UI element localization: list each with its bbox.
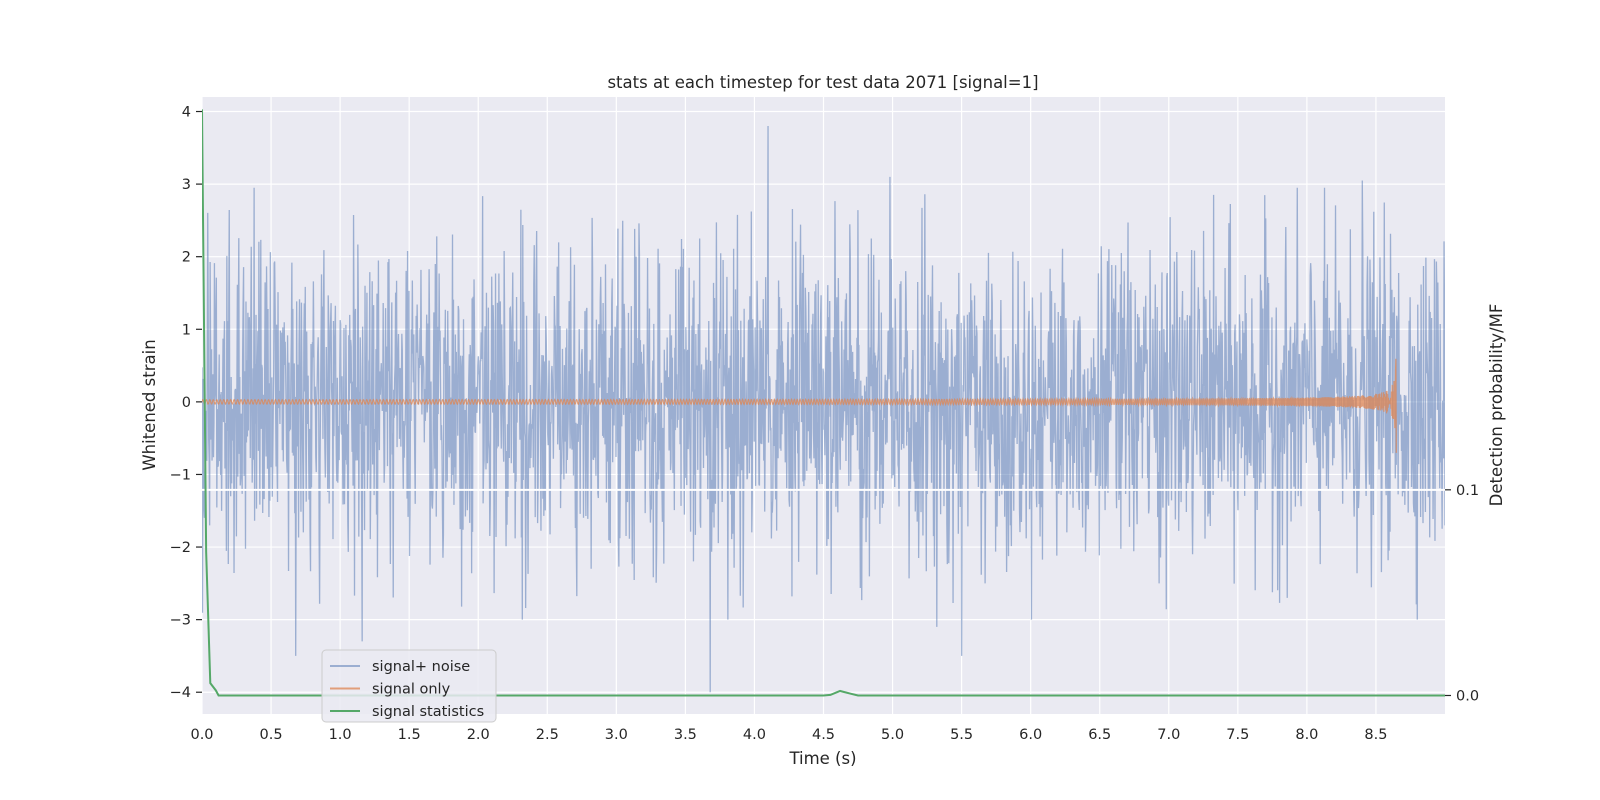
legend-box — [321, 649, 497, 723]
x-tick-label: 3.5 — [674, 727, 697, 743]
x-tick-label: 0.0 — [190, 727, 213, 743]
y-tick-label: 0 — [182, 395, 191, 411]
x-tick-label: 2.5 — [536, 727, 559, 743]
y-tick-label: −2 — [170, 540, 191, 556]
x-tick-label: 0.5 — [260, 727, 283, 743]
y-axis-label: Whitened strain — [140, 339, 159, 470]
plot-area — [202, 109, 1445, 697]
x-tick-label: 8.5 — [1364, 727, 1387, 743]
signal-only-line — [202, 358, 1397, 454]
legend-entry-signal-only: signal only — [330, 682, 451, 698]
x-tick-label: 2.0 — [467, 727, 490, 743]
x-tick-label: 4.5 — [812, 727, 835, 743]
x-tick-label: 8.0 — [1295, 727, 1318, 743]
y-right-tick-label: 0.1 — [1456, 483, 1479, 499]
legend: signal+ noise signal only signal statistic… — [321, 649, 497, 723]
y-right-axis-ticks: 0.1 0.0 — [1445, 483, 1479, 704]
x-tick-label: 1.5 — [398, 727, 421, 743]
legend-entry-signal-statistics: signal statistics — [330, 704, 484, 720]
x-tick-label: 7.0 — [1157, 727, 1180, 743]
x-tick-label: 1.0 — [329, 727, 352, 743]
y-tick-label: 4 — [182, 105, 191, 121]
y-tick-label: −1 — [170, 467, 191, 483]
signal-noise-line — [202, 126, 1445, 693]
y-tick-label: 2 — [182, 250, 191, 266]
y-right-tick-label: 0.0 — [1456, 688, 1479, 704]
y-tick-label: 3 — [182, 177, 191, 193]
y-tick-label: 1 — [182, 322, 191, 338]
legend-label: signal statistics — [372, 704, 484, 720]
signal-statistics-line — [202, 109, 1445, 697]
x-tick-label: 6.5 — [1088, 727, 1111, 743]
y-tick-label: −3 — [170, 613, 191, 629]
x-tick-label: 7.5 — [1226, 727, 1249, 743]
y-tick-label: −4 — [170, 685, 191, 701]
x-tick-label: 5.0 — [881, 727, 904, 743]
x-tick-label: 5.5 — [950, 727, 973, 743]
x-tick-label: 4.0 — [743, 727, 766, 743]
y-axis-ticks: 4 3 2 1 0 −1 −2 −3 −4 — [170, 105, 202, 701]
x-axis-ticks: 0.0 0.5 1.0 1.5 2.0 2.5 3.0 3.5 4.0 4.5 5.0 5.5 6.0 6… — [190, 727, 1387, 743]
legend-label: signal only — [372, 682, 451, 698]
x-axis-label: Time (s) — [788, 749, 856, 768]
legend-entry-signal-noise: signal+ noise — [330, 659, 470, 675]
y-right-axis-label: Detection probability/MF — [1487, 304, 1506, 507]
x-tick-label: 6.0 — [1019, 727, 1042, 743]
chart-title: stats at each timestep for test data 207… — [607, 73, 1038, 92]
x-tick-label: 3.0 — [605, 727, 628, 743]
legend-label: signal+ noise — [372, 659, 470, 675]
